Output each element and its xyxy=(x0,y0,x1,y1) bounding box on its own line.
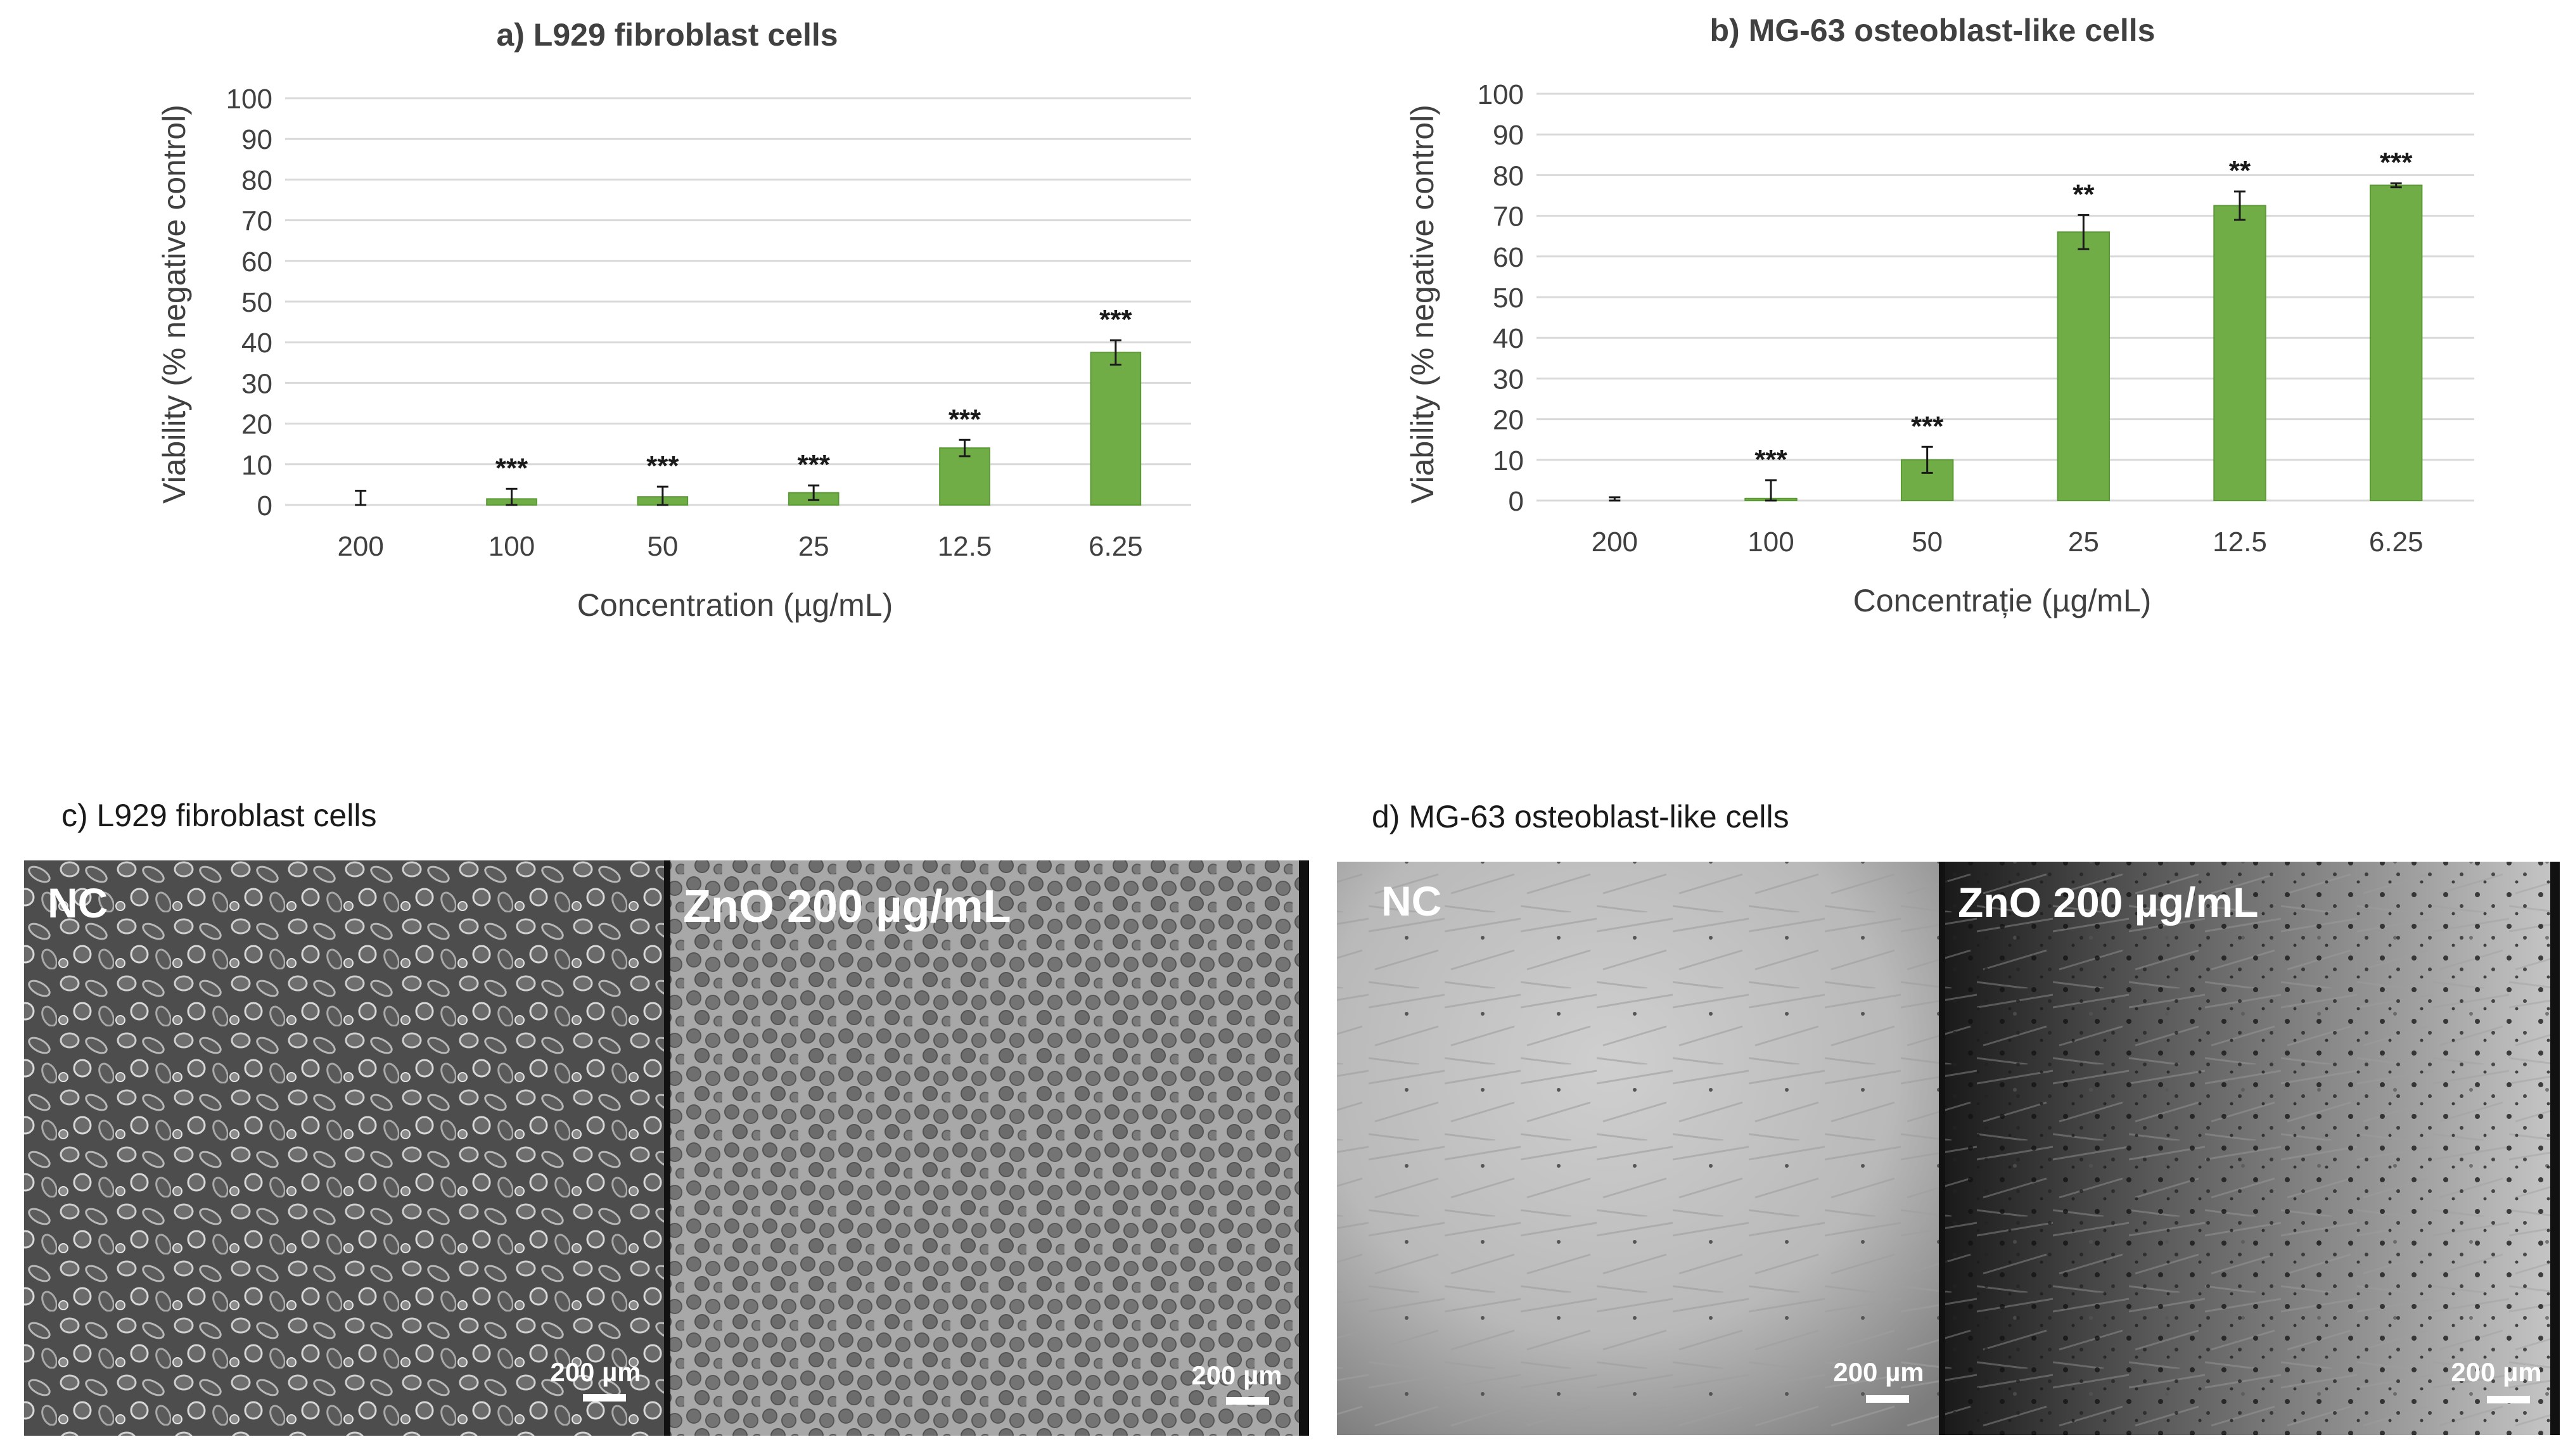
y-tick-label: 0 xyxy=(257,490,272,521)
y-tick-label: 100 xyxy=(1478,79,1524,110)
x-tick-label: 50 xyxy=(1912,527,1943,558)
significance-label: *** xyxy=(2380,147,2413,178)
y-tick-label: 30 xyxy=(1493,364,1524,395)
scale-bar xyxy=(1866,1395,1909,1403)
bar xyxy=(939,447,990,506)
y-tick-label: 90 xyxy=(1493,120,1524,151)
chart-b: b) MG-63 osteoblast-like cells Viability… xyxy=(1405,13,2474,618)
x-tick-label: 200 xyxy=(337,531,383,562)
x-tick-label: 25 xyxy=(798,531,829,562)
x-tick-label: 12.5 xyxy=(2213,527,2267,558)
significance-label: ** xyxy=(2073,179,2095,210)
significance-label: *** xyxy=(1911,411,1944,442)
micrograph-title-c: c) L929 fibroblast cells xyxy=(61,798,377,833)
significance-label: *** xyxy=(646,450,679,482)
x-tick-label: 200 xyxy=(1592,527,1638,558)
y-axis-label: Viability (% negative control) xyxy=(1405,105,1440,504)
chart-title: b) MG-63 osteoblast-like cells xyxy=(1710,13,2156,48)
micrograph-nc-l929: NC 200 µm xyxy=(24,860,664,1436)
bar xyxy=(1090,352,1142,506)
micrograph-title-d: d) MG-63 osteoblast-like cells xyxy=(1372,799,1789,834)
bar xyxy=(2057,231,2111,501)
chart-a: a) L929 fibroblast cells Viability (% ne… xyxy=(157,17,1191,623)
y-tick-label: 50 xyxy=(241,287,272,318)
y-tick-label: 80 xyxy=(1493,160,1524,191)
x-tick-label: 12.5 xyxy=(938,531,992,562)
x-tick-label: 6.25 xyxy=(1089,531,1143,562)
bar xyxy=(2369,184,2423,501)
x-tick-label: 25 xyxy=(2068,527,2099,558)
y-tick-label: 100 xyxy=(226,84,272,115)
y-tick-label: 20 xyxy=(241,409,272,440)
y-tick-label: 60 xyxy=(241,246,272,278)
y-tick-label: 10 xyxy=(241,450,272,481)
significance-label: *** xyxy=(1099,304,1132,335)
scale-bar xyxy=(2487,1396,2530,1403)
y-tick-label: 20 xyxy=(1493,405,1524,436)
panel-label: ZnO 200 µg/mL xyxy=(683,881,1011,932)
chart-title: a) L929 fibroblast cells xyxy=(496,17,838,53)
y-tick-label: 30 xyxy=(241,368,272,399)
y-tick-label: 60 xyxy=(1493,242,1524,273)
y-axis-label: Viability (% negative control) xyxy=(157,105,192,504)
y-tick-label: 70 xyxy=(241,206,272,237)
y-tick-label: 40 xyxy=(1493,323,1524,354)
scale-bar-label: 200 µm xyxy=(2451,1357,2541,1387)
x-tick-label: 100 xyxy=(1747,527,1794,558)
scale-bar-label: 200 µm xyxy=(1191,1360,1282,1390)
x-axis-label: Concentration (µg/mL) xyxy=(577,587,893,623)
significance-label: *** xyxy=(495,452,528,483)
scale-bar xyxy=(1226,1397,1269,1405)
micrograph-zno-mg63: ZnO 200 µg/mL 200 µm xyxy=(1945,862,2550,1435)
y-tick-label: 90 xyxy=(241,124,272,155)
scale-bar-label: 200 µm xyxy=(1833,1357,1924,1387)
y-tick-label: 40 xyxy=(241,328,272,359)
y-tick-label: 50 xyxy=(1493,283,1524,314)
micrograph-nc-mg63: NC 200 µm xyxy=(1337,862,1939,1435)
x-tick-label: 100 xyxy=(489,531,535,562)
significance-label: ** xyxy=(2229,155,2251,186)
scale-bar-label: 200 µm xyxy=(550,1357,641,1387)
y-tick-label: 80 xyxy=(241,165,272,196)
y-tick-label: 10 xyxy=(1493,445,1524,476)
micrograph-zno-l929: ZnO 200 µg/mL 200 µm xyxy=(670,860,1299,1436)
panel-label: ZnO 200 µg/mL xyxy=(1958,879,2258,926)
significance-label: *** xyxy=(949,404,981,435)
x-tick-label: 50 xyxy=(647,531,678,562)
significance-label: *** xyxy=(1754,444,1787,475)
panel-label: NC xyxy=(1381,878,1441,924)
panel-label: NC xyxy=(48,879,108,926)
y-tick-label: 0 xyxy=(1509,486,1524,517)
x-axis-label: Concentrație (µg/mL) xyxy=(1853,583,2152,618)
y-tick-label: 70 xyxy=(1493,201,1524,233)
bar xyxy=(2213,205,2266,501)
bar xyxy=(1900,459,1954,501)
x-tick-label: 6.25 xyxy=(2369,527,2424,558)
significance-label: *** xyxy=(797,449,830,480)
scale-bar xyxy=(583,1394,626,1402)
